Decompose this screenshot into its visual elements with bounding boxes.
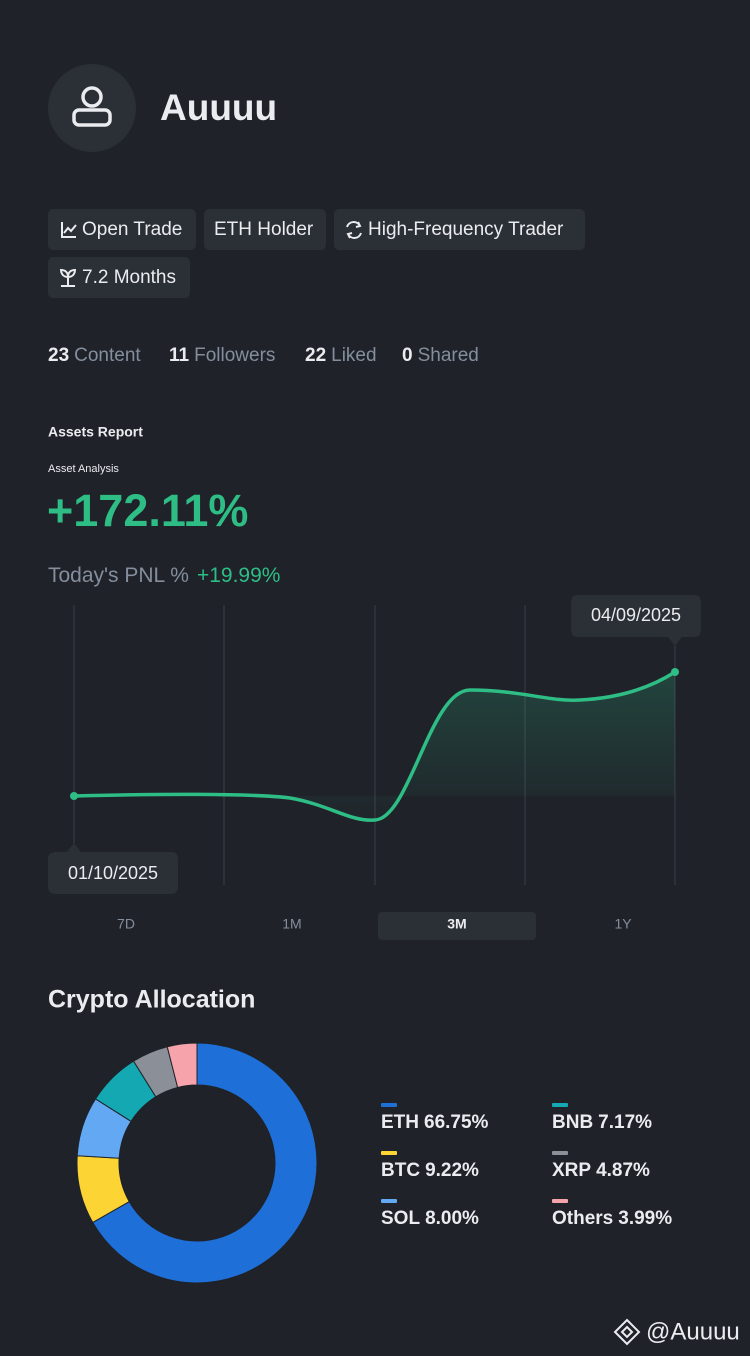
tag bbox=[48, 209, 196, 250]
avatar-icon bbox=[72, 86, 112, 127]
range-tab[interactable]: 7D bbox=[117, 916, 135, 932]
legend: ETH 66.75% BTC 9.22% SOL 8.00% BNB 7.17% XRP 4.87… bbox=[381, 1103, 672, 1229]
stat: 22 Liked bbox=[305, 345, 377, 366]
avatar[interactable] bbox=[48, 64, 136, 152]
donut bbox=[76, 1042, 318, 1284]
legend-name: ETH bbox=[381, 1112, 419, 1133]
legend-entry: XRP 4.87% bbox=[552, 1160, 650, 1181]
stat-label: Liked bbox=[331, 345, 376, 366]
tag-icon bbox=[59, 268, 77, 287]
watermark: @Auuuu bbox=[646, 1318, 740, 1345]
legend-swatch bbox=[552, 1103, 568, 1107]
tag-label: 7.2 Months bbox=[82, 267, 176, 288]
stats: 23 Content 11 Followers 22 Liked 0 Shared bbox=[48, 345, 479, 366]
stat-label: Followers bbox=[194, 345, 275, 366]
legend-name: Others bbox=[552, 1208, 613, 1229]
legend-entry: SOL 8.00% bbox=[381, 1208, 479, 1229]
today-pnl: Today's PNL % +19.99% bbox=[48, 564, 280, 587]
legend-name: XRP bbox=[552, 1160, 591, 1181]
donut-segment bbox=[92, 1042, 318, 1284]
tag-label: Open Trade bbox=[82, 219, 182, 240]
stat-value: 11 bbox=[169, 345, 190, 366]
tooltip bbox=[48, 843, 178, 894]
tag-icon bbox=[61, 222, 77, 238]
tooltip bbox=[571, 595, 701, 646]
stat-value: 23 bbox=[48, 345, 69, 366]
start-date: 01/10/2025 bbox=[68, 863, 158, 883]
logo bbox=[613, 1318, 641, 1346]
legend-name: BTC bbox=[381, 1160, 420, 1181]
legend-swatch bbox=[552, 1151, 568, 1155]
user-name: Auuuu bbox=[160, 87, 277, 128]
legend-value: 9.22% bbox=[425, 1160, 479, 1181]
legend-value: 3.99% bbox=[618, 1208, 672, 1229]
tag bbox=[204, 209, 326, 250]
stat-value: 22 bbox=[305, 345, 326, 366]
legend-entry: BNB 7.17% bbox=[552, 1112, 652, 1133]
stat: 0 Shared bbox=[402, 345, 479, 366]
donut-segment bbox=[166, 1042, 198, 1089]
legend-swatch bbox=[381, 1103, 397, 1107]
tag bbox=[48, 257, 190, 298]
section-title: Assets Report bbox=[48, 424, 143, 440]
range-selected bbox=[378, 912, 536, 940]
range-tab[interactable]: 1Y bbox=[614, 916, 632, 932]
stat: 23 Content bbox=[48, 345, 141, 366]
range-tabs: 7D 1M 3M 1Y bbox=[117, 912, 632, 940]
total-pnl: +172.11% bbox=[47, 485, 248, 536]
end-date: 04/09/2025 bbox=[591, 605, 681, 625]
range-tab[interactable]: 3M bbox=[447, 916, 466, 932]
end-point bbox=[671, 668, 679, 676]
legend-entry: BTC 9.22% bbox=[381, 1160, 479, 1181]
legend-swatch bbox=[381, 1151, 397, 1155]
pnl-line bbox=[73, 670, 676, 822]
legend-value: 66.75% bbox=[424, 1112, 489, 1133]
legend-swatch bbox=[552, 1199, 568, 1203]
allocation-title: Crypto Allocation bbox=[48, 986, 255, 1014]
stat-value: 0 bbox=[402, 345, 413, 366]
tag bbox=[334, 209, 585, 250]
legend-name: BNB bbox=[552, 1112, 593, 1133]
legend-entry: Others 3.99% bbox=[552, 1208, 672, 1229]
pnl-area bbox=[74, 672, 675, 821]
legend-name: SOL bbox=[381, 1208, 420, 1229]
legend-value: 8.00% bbox=[425, 1208, 479, 1229]
tag-label: High-Frequency Trader bbox=[368, 219, 564, 240]
tag-label: ETH Holder bbox=[214, 219, 314, 240]
range-tab[interactable]: 1M bbox=[282, 916, 301, 932]
stat-label: Content bbox=[74, 345, 141, 366]
legend-value: 4.87% bbox=[596, 1160, 650, 1181]
start-point bbox=[70, 792, 78, 800]
legend-value: 7.17% bbox=[598, 1112, 652, 1133]
stat: 11 Followers bbox=[169, 345, 275, 366]
legend-swatch bbox=[381, 1199, 397, 1203]
section-subtitle: Asset Analysis bbox=[48, 463, 119, 475]
legend-entry: ETH 66.75% bbox=[381, 1112, 489, 1133]
tag-icon bbox=[346, 221, 362, 239]
stat-label: Shared bbox=[418, 345, 479, 366]
